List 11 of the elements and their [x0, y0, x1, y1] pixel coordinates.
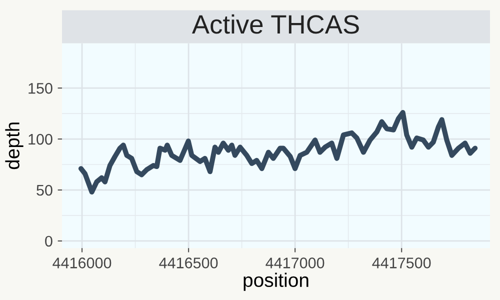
- y-tick-label: 0: [45, 236, 52, 247]
- x-tick-label: 4416500: [159, 258, 218, 268]
- x-tick-label: 4416000: [52, 258, 112, 268]
- x-tick-label: 4417500: [372, 258, 431, 268]
- y-tick-label: 100: [28, 134, 52, 145]
- chart-title: Active THCAS: [192, 14, 359, 34]
- y-tick-label: 150: [28, 82, 52, 94]
- x-tick-label: 4417000: [266, 258, 324, 268]
- y-tick-label: 50: [36, 184, 52, 196]
- y-axis-title: depth: [5, 122, 24, 170]
- x-axis-title: position: [244, 272, 308, 291]
